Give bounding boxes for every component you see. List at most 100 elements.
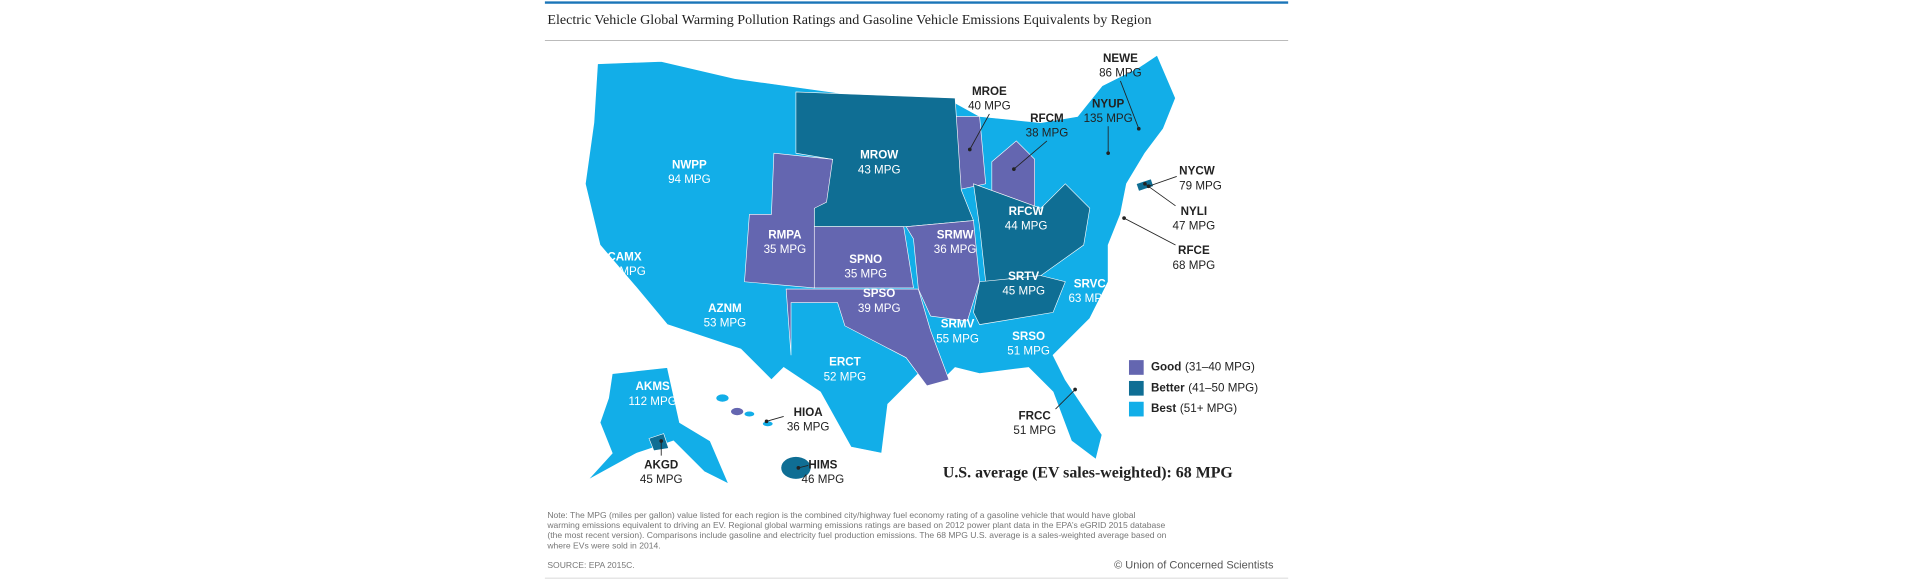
legend-name: Best xyxy=(1151,402,1176,415)
region-mpg: 36 MPG xyxy=(934,243,977,256)
region-mpg: 36 MPG xyxy=(787,421,830,434)
region-mpg: 63 MPG xyxy=(1068,292,1111,305)
region-mpg: 51 MPG xyxy=(1007,345,1050,358)
leader-dot xyxy=(1012,167,1016,171)
region-code: MROE xyxy=(972,85,1007,98)
region-code: SPSO xyxy=(863,287,895,300)
region-code: NYLI xyxy=(1181,205,1207,218)
region-shape xyxy=(785,288,950,387)
legend-swatch xyxy=(1128,380,1144,396)
legend-range: (41–50 MPG) xyxy=(1188,381,1258,394)
leader-dot xyxy=(1106,151,1110,156)
legend-range: (31–40 MPG) xyxy=(1185,361,1255,374)
region-shape xyxy=(731,407,744,416)
legend-entry: Good (31–40 MPG) xyxy=(1151,361,1255,374)
map xyxy=(584,54,1176,485)
region-mpg: 112 MPG xyxy=(629,395,677,408)
region-mpg: 135 MPG xyxy=(1084,112,1133,125)
note-line: Note: The MPG (miles per gallon) value l… xyxy=(547,510,1135,520)
island xyxy=(716,394,729,402)
region-code: SRTV xyxy=(1008,270,1039,283)
region-mpg: 46 MPG xyxy=(802,473,845,486)
region-code: HIMS xyxy=(808,459,837,472)
region-mpg: 35 MPG xyxy=(844,267,887,280)
region-code: CAMX xyxy=(607,250,641,263)
region-code: NWPP xyxy=(672,159,707,172)
region-mpg: 39 MPG xyxy=(858,302,901,315)
leader-dot xyxy=(1122,216,1126,220)
region-shape xyxy=(648,433,669,452)
region-code: SRMW xyxy=(937,228,974,241)
region-mpg: 87 MPG xyxy=(603,265,646,278)
leader-line xyxy=(1013,140,1048,170)
region-mpg: 45 MPG xyxy=(640,473,683,486)
region-code: FRCC xyxy=(1019,410,1052,423)
alaska-outline xyxy=(587,367,730,485)
region-code: NYUP xyxy=(1092,97,1125,110)
region-mpg: 40 MPG xyxy=(968,100,1011,113)
region-mpg: 55 MPG xyxy=(936,332,979,345)
region-mpg: 94 MPG xyxy=(668,173,711,186)
leader-dot xyxy=(1073,387,1077,392)
leader-dot xyxy=(796,466,801,470)
region-code: SRVC xyxy=(1074,277,1107,290)
leader-dot xyxy=(967,147,972,152)
note-line: warming emissions equivalent to driving … xyxy=(546,520,1165,530)
note-line: where EVs were sold in 2014. xyxy=(546,540,660,550)
region-code: SRSO xyxy=(1012,330,1045,343)
legend-swatch xyxy=(1128,360,1144,375)
region-code: NYCW xyxy=(1179,165,1215,178)
region-code: RFCM xyxy=(1030,112,1064,125)
us-average: U.S. average (EV sales-weighted): 68 MPG xyxy=(943,465,1233,482)
region-code: AKMS xyxy=(636,380,670,393)
region-shape xyxy=(813,226,914,289)
region-mpg: 51 MPG xyxy=(1013,424,1056,437)
leader-dot xyxy=(1143,181,1147,186)
legend-name: Good xyxy=(1151,361,1181,374)
leader-dot xyxy=(659,439,664,443)
region-shape xyxy=(781,456,811,479)
region-mpg: 53 MPG xyxy=(704,316,747,329)
leader-line xyxy=(1120,80,1140,129)
region-mpg: 52 MPG xyxy=(824,370,867,383)
legend-range: (51+ MPG) xyxy=(1180,402,1237,415)
leader-line xyxy=(1144,183,1176,207)
region-mpg: 44 MPG xyxy=(1005,220,1048,233)
region-code: HIOA xyxy=(794,406,824,419)
leader-line xyxy=(1055,389,1076,410)
region-labels: NEWE 86 MPG NYUP 135 MPG MROE 40 MPG RFCM 38 MP… xyxy=(603,52,1222,486)
credit: © Union of Concerned Scientists xyxy=(1114,560,1274,572)
region-code: AKGD xyxy=(644,459,678,472)
island xyxy=(744,411,755,417)
source: SOURCE: EPA 2015C. xyxy=(547,560,634,570)
leader-line xyxy=(1123,217,1176,246)
region-mpg: 47 MPG xyxy=(1173,220,1216,233)
region-code: SPNO xyxy=(849,253,882,266)
legend-entry: Best (51+ MPG) xyxy=(1151,402,1237,415)
legend-swatch xyxy=(1128,401,1144,417)
region-mpg: 86 MPG xyxy=(1099,67,1142,80)
region-code: AZNM xyxy=(708,302,742,315)
leader-dot xyxy=(764,419,769,424)
note-line: (the most recent version). Comparisons i… xyxy=(547,530,1166,540)
leader-line xyxy=(766,416,784,422)
title: Electric Vehicle Global Warming Pollutio… xyxy=(547,12,1151,28)
region-shape xyxy=(973,275,1066,325)
region-code: RMPA xyxy=(768,228,802,241)
region-code: ERCT xyxy=(829,356,861,369)
region-mpg: 79 MPG xyxy=(1179,179,1222,192)
note: Note: The MPG (miles per gallon) value l… xyxy=(546,510,1166,550)
region-code: NEWE xyxy=(1103,52,1138,65)
legend-name: Better xyxy=(1151,381,1185,394)
leader-dot xyxy=(1136,126,1141,131)
leader-line xyxy=(1148,176,1177,187)
region-shape xyxy=(905,220,980,322)
legend: Good (31–40 MPG)Better (41–50 MPG) Best (51+… xyxy=(1128,360,1258,417)
region-code: MROW xyxy=(860,149,898,162)
region-code: RFCW xyxy=(1009,205,1044,218)
region-mpg: 38 MPG xyxy=(1026,127,1069,140)
region-mpg: 35 MPG xyxy=(764,243,807,256)
region-code: SRMV xyxy=(941,318,975,331)
